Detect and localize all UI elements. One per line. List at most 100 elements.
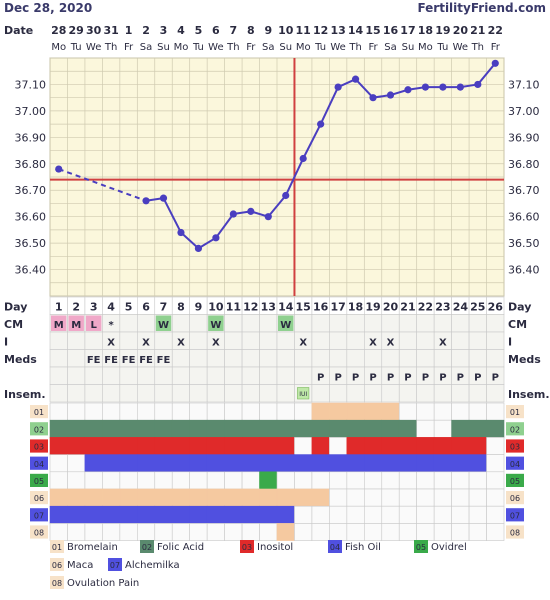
temp-line-segment: [267, 194, 287, 218]
date-tick: 5: [195, 24, 203, 37]
cycle-day: 3: [90, 301, 98, 314]
supplement-cell: [171, 505, 190, 524]
row-cell: [189, 314, 208, 333]
legend-code-box: [140, 540, 154, 553]
supplement-cell: [189, 471, 208, 490]
cycle-day: 25: [470, 301, 485, 314]
row-cell: [49, 349, 68, 368]
supplement-cell: [381, 523, 400, 541]
weekday-tick: Fr: [124, 42, 134, 53]
supplement-cell: [398, 437, 417, 455]
supplement-cell: [241, 488, 260, 507]
supplement-cell: [241, 419, 260, 438]
row-label-left: Meds: [4, 353, 37, 366]
row-cell: [276, 384, 295, 403]
weekday-tick: Sa: [140, 42, 152, 53]
row-label-left: Insem.: [4, 388, 46, 401]
supplement-cell: [189, 488, 208, 507]
supplement-cell: [67, 454, 86, 473]
date-row-label: Date: [4, 24, 33, 37]
p-mark: P: [439, 373, 446, 384]
y-tick-right: 36.60: [508, 211, 540, 224]
date-tick: 20: [453, 24, 469, 37]
meds-mark: FE: [139, 355, 153, 366]
supplement-cell: [259, 471, 278, 490]
supplement-cell: [154, 454, 173, 473]
legend-label: Fish Oil: [345, 542, 381, 553]
supplement-cell: [346, 454, 365, 473]
supplement-cell: [364, 523, 383, 541]
supplement-cell: [451, 419, 470, 438]
row-cell: [468, 384, 487, 403]
row-cell: [241, 314, 260, 333]
supplement-cell: [154, 402, 173, 421]
supplement-cell: [206, 402, 225, 421]
supplement-code-right: 07: [510, 511, 520, 520]
site-name[interactable]: FertilityFriend.com: [417, 1, 546, 15]
supplement-cell: [206, 505, 225, 524]
supplement-cell: [102, 419, 121, 438]
supplement-cell: [224, 402, 243, 421]
legend-label: Ovidrel: [431, 542, 467, 553]
supplement-cell: [451, 402, 470, 421]
p-mark: P: [474, 373, 481, 384]
supplement-cell: [241, 454, 260, 473]
supplement-cell: [259, 437, 278, 455]
supplement-cell: [451, 471, 470, 490]
temp-point: [264, 213, 272, 221]
row-cell: [171, 384, 190, 403]
row-cell: [451, 349, 470, 368]
intercourse-mark: X: [299, 338, 307, 349]
temp-point: [247, 207, 255, 215]
intercourse-mark: X: [107, 338, 115, 349]
cycle-day: 22: [418, 301, 433, 314]
supplement-code-box-right: [506, 525, 524, 539]
supplement-cell: [311, 505, 330, 524]
row-cell: [259, 349, 278, 368]
y-tick-left: 36.60: [15, 211, 47, 224]
supplement-cell: [171, 471, 190, 490]
temp-point: [142, 197, 150, 205]
supplement-cell: [294, 402, 313, 421]
cm-cell-fill: [85, 315, 102, 331]
date-tick: 9: [264, 24, 272, 37]
supplement-cell: [84, 402, 103, 421]
supplement-cell: [468, 488, 487, 507]
weekday-tick: Mo: [296, 42, 311, 53]
row-cell: [381, 349, 400, 368]
legend-code-box: [414, 540, 428, 553]
supplement-cell: [224, 419, 243, 438]
supplement-cell: [329, 419, 348, 438]
row-cell: [171, 366, 190, 385]
supplement-code-right: 02: [510, 425, 520, 434]
row-cell: [468, 331, 487, 350]
supplement-cell: [171, 454, 190, 473]
cm-value: W: [280, 320, 291, 331]
supplement-cell: [276, 419, 295, 438]
supplement-cell: [102, 454, 121, 473]
weekday-tick: Tu: [70, 42, 82, 53]
row-cell: [451, 384, 470, 403]
supplement-cell: [259, 505, 278, 524]
weekday-tick: Mo: [174, 42, 189, 53]
supplement-cell: [364, 505, 383, 524]
supplement-cell: [49, 437, 68, 455]
p-mark: P: [492, 373, 499, 384]
supplement-code-box-right: [506, 405, 524, 419]
row-cell: [294, 349, 313, 368]
supplement-code: 05: [34, 477, 44, 486]
legend-label: Bromelain: [67, 542, 118, 553]
row-cell: [154, 384, 173, 403]
supplement-cell: [67, 488, 86, 507]
row-cell: [137, 366, 156, 385]
supplement-cell: [119, 488, 138, 507]
legend-code: 02: [142, 543, 152, 552]
supplement-cell: [416, 437, 435, 455]
supplement-cell: [468, 505, 487, 524]
supplement-code-box: [30, 473, 48, 487]
legend-code: 01: [52, 543, 62, 552]
supplement-cell: [102, 437, 121, 455]
supplement-cell: [468, 471, 487, 490]
row-cell: [49, 331, 68, 350]
supplement-cell: [224, 437, 243, 455]
